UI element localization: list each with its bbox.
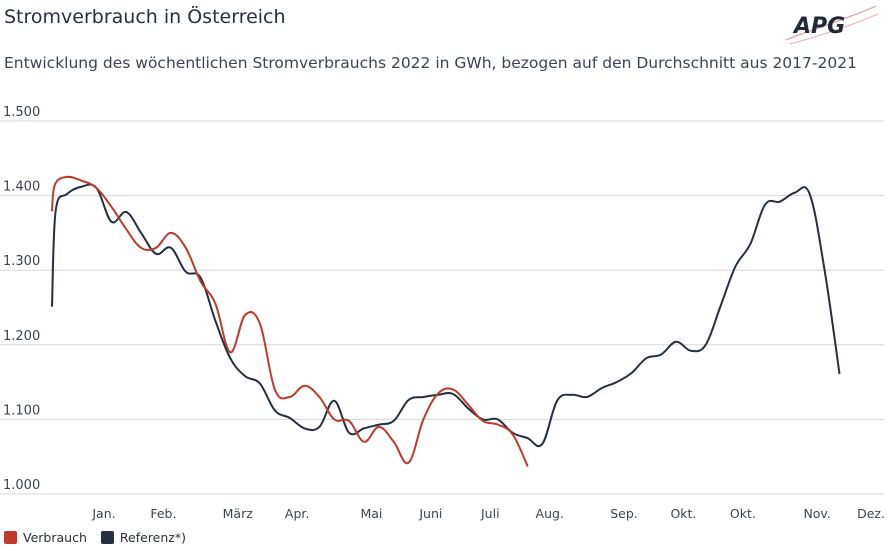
grid-layer: [0, 120, 884, 495]
x-tick-label: Apr.: [285, 506, 309, 521]
x-axis-ticks: Jan. Feb. März Apr. Mai Juni Juli Aug. Sep. Okt. O…: [91, 506, 885, 521]
x-tick-label: Juni: [418, 506, 442, 521]
x-tick-label: Okt.: [670, 506, 696, 521]
logo-swoosh: [785, 5, 877, 41]
y-tick-label: 1.100: [3, 403, 40, 418]
y-axis-ticks: 1.000 1.100 1.200 1.300 1.400 1.500: [3, 105, 40, 493]
x-tick-label: Mai: [360, 506, 382, 521]
y-tick-label: 1.500: [3, 105, 40, 120]
chart-title: Stromverbrauch in Österreich: [4, 6, 286, 28]
legend-label-verbrauch: Verbrauch: [23, 530, 87, 545]
x-tick-label: Sep.: [610, 506, 638, 521]
legend-label-referenz: Referenz*): [119, 530, 186, 545]
logo-text: APG: [792, 14, 845, 39]
legend-item-referenz[interactable]: Referenz*): [100, 530, 186, 545]
chart-subtitle: Entwicklung des wöchentlichen Stromverbr…: [4, 54, 857, 72]
y-tick-label: 1.400: [3, 180, 40, 195]
legend-swatch-verbrauch: [4, 531, 17, 544]
series-layer: [51, 175, 841, 467]
series-verbrauch-line: [51, 175, 529, 467]
legend: Verbrauch Referenz*): [4, 530, 200, 545]
y-tick-label: 1.300: [3, 254, 40, 269]
x-tick-label: Juli: [480, 506, 500, 521]
series-referenz-line: [51, 183, 841, 448]
y-tick-label: 1.200: [3, 329, 40, 344]
x-tick-label: Jan.: [91, 506, 115, 521]
legend-item-verbrauch[interactable]: Verbrauch: [4, 530, 87, 545]
apg-logo: APG: [785, 5, 879, 45]
x-tick-label: Okt.: [730, 506, 756, 521]
x-tick-label: Dez.: [857, 506, 885, 521]
x-tick-label: Feb.: [150, 506, 176, 521]
logo-swoosh-2: [789, 13, 879, 45]
x-tick-label: März: [223, 506, 254, 521]
x-tick-label: Nov.: [803, 506, 830, 521]
x-tick-label: Aug.: [536, 506, 564, 521]
y-tick-label: 1.000: [3, 478, 40, 493]
legend-swatch-referenz: [100, 531, 114, 544]
